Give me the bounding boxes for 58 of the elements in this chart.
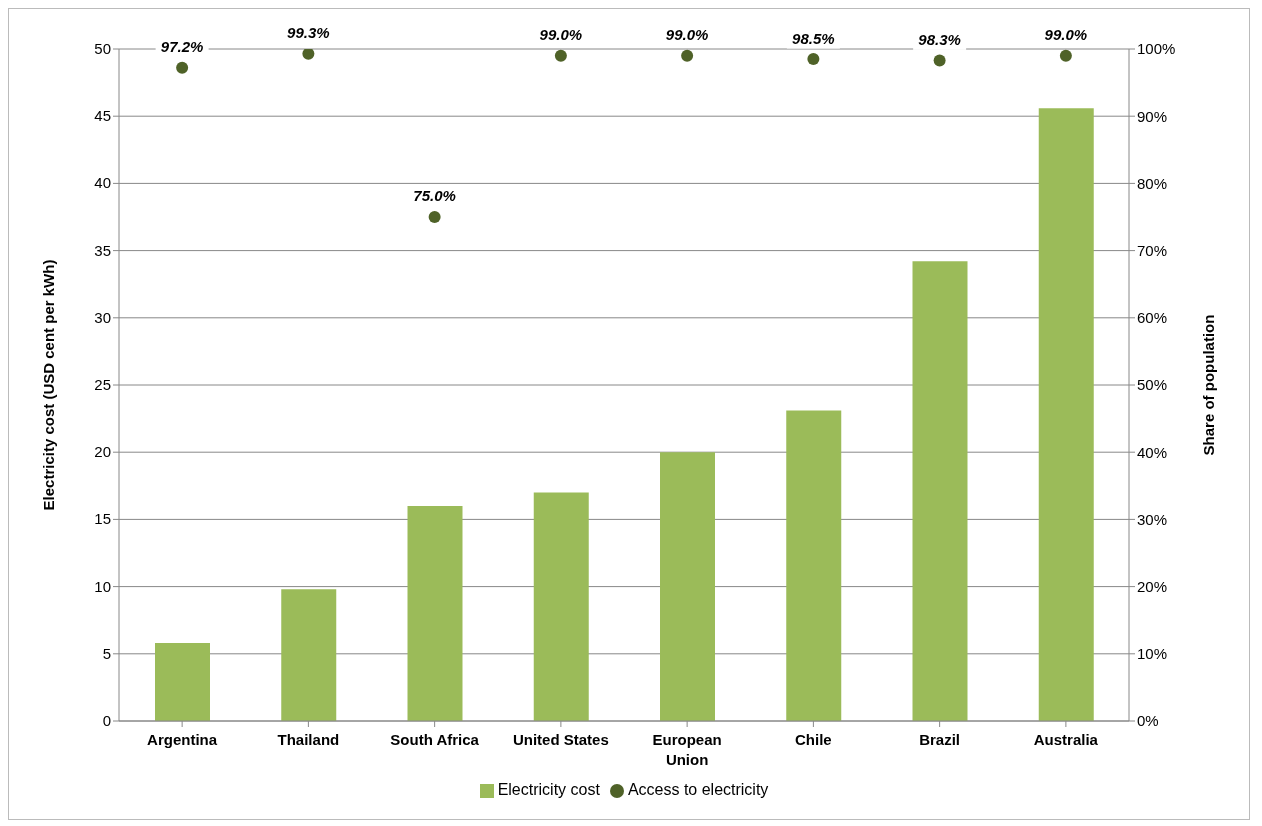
y2-tick-label: 20% bbox=[1137, 577, 1168, 595]
data-label: 97.2% bbox=[160, 38, 204, 56]
data-label: 99.3% bbox=[287, 24, 330, 42]
x-tick-label: Thailand bbox=[277, 731, 340, 748]
point bbox=[681, 49, 694, 62]
x-tick-label: United States bbox=[512, 731, 609, 748]
y-tick-label: 50 bbox=[94, 40, 111, 57]
data-label: 99.0% bbox=[539, 26, 583, 44]
y-tick-label: 15 bbox=[94, 510, 111, 528]
point bbox=[302, 49, 315, 60]
data-label: 98.5% bbox=[792, 29, 835, 47]
y-tick-label: 30 bbox=[94, 308, 111, 326]
bar bbox=[533, 492, 589, 721]
point bbox=[933, 54, 946, 67]
point bbox=[176, 61, 189, 74]
y-tick-label: 20 bbox=[94, 443, 111, 461]
y2-tick-label: 10% bbox=[1137, 645, 1168, 663]
y2-tick-label: 0% bbox=[1137, 712, 1159, 730]
y-tick-label: 5 bbox=[102, 644, 111, 662]
x-tick-label: Brazil bbox=[919, 731, 961, 748]
y-tick-label: 45 bbox=[94, 107, 111, 125]
x-tick-label: Argentina bbox=[147, 731, 218, 748]
point bbox=[1059, 49, 1072, 62]
y2-tick-label: 100% bbox=[1137, 40, 1176, 58]
data-label: 99.0% bbox=[665, 26, 709, 44]
y-tick-label: 40 bbox=[94, 174, 111, 192]
y2-axis-title: Share of population bbox=[1200, 314, 1218, 456]
x-tick-label: Australia bbox=[1033, 731, 1099, 748]
y-tick-label: 0 bbox=[102, 712, 111, 729]
y2-tick-label: 30% bbox=[1137, 510, 1168, 528]
bar bbox=[912, 261, 968, 721]
bar bbox=[281, 589, 337, 721]
y2-tick-label: 70% bbox=[1137, 241, 1168, 259]
y2-tick-label: 50% bbox=[1137, 376, 1168, 394]
point bbox=[554, 49, 567, 62]
y2-tick-label: 80% bbox=[1137, 174, 1168, 192]
x-tick-label: Chile bbox=[795, 731, 832, 748]
bar bbox=[786, 410, 842, 721]
point bbox=[807, 53, 820, 66]
point bbox=[428, 211, 441, 223]
y-tick-label: 10 bbox=[94, 577, 111, 595]
data-label: 75.0% bbox=[413, 187, 456, 205]
x-tick-label: South Africa bbox=[390, 731, 480, 748]
bar bbox=[660, 452, 715, 721]
y2-tick-label: 60% bbox=[1137, 309, 1168, 327]
legend-label: Access to electricity bbox=[627, 781, 769, 798]
x-tick-label: European Union bbox=[652, 731, 722, 768]
data-label: 98.3% bbox=[918, 30, 961, 48]
legend-label: Electricity cost bbox=[497, 781, 600, 798]
bar bbox=[407, 505, 463, 721]
bar bbox=[1038, 108, 1094, 721]
bar bbox=[155, 643, 210, 721]
y-axis-title: Electricity cost (USD cent per kWh) bbox=[40, 259, 58, 511]
y-tick-label: 35 bbox=[94, 241, 111, 259]
data-label: 99.0% bbox=[1044, 26, 1088, 44]
y2-tick-label: 40% bbox=[1137, 443, 1168, 461]
y-tick-label: 25 bbox=[94, 376, 111, 393]
y2-tick-label: 90% bbox=[1137, 107, 1168, 125]
